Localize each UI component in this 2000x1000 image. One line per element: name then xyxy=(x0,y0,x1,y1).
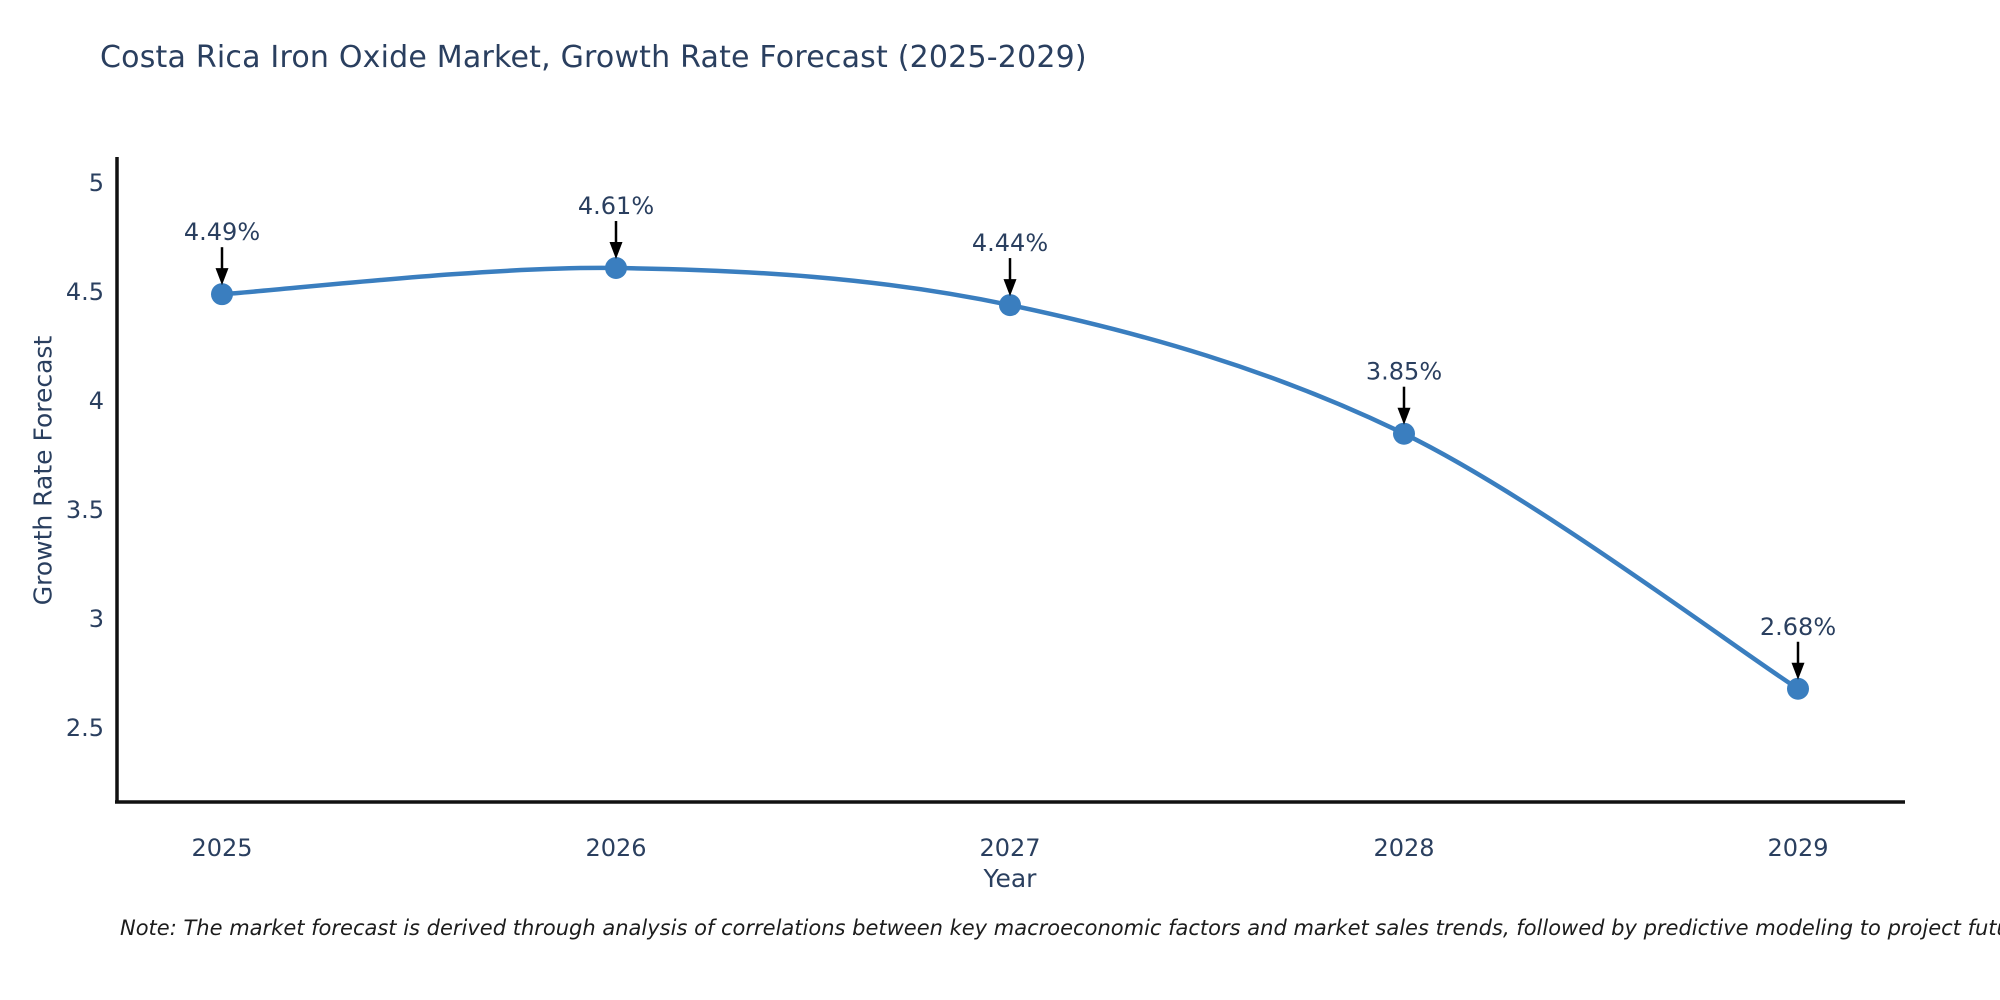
x-tick-label: 2026 xyxy=(585,834,646,862)
data-label: 2.68% xyxy=(1760,613,1836,641)
annotation-arrowhead xyxy=(215,268,229,286)
data-label: 4.61% xyxy=(578,192,654,220)
x-tick-label: 2027 xyxy=(979,834,1040,862)
y-tick-label: 5 xyxy=(89,169,104,197)
x-axis-title: Year xyxy=(983,864,1037,893)
y-tick-label: 4 xyxy=(89,387,104,415)
data-label: 3.85% xyxy=(1366,358,1442,386)
chart-title: Costa Rica Iron Oxide Market, Growth Rat… xyxy=(100,40,1087,75)
y-tick-label: 4.5 xyxy=(66,278,104,306)
x-tick-label: 2025 xyxy=(191,834,252,862)
data-label: 4.44% xyxy=(972,229,1048,257)
data-point-marker xyxy=(1787,677,1809,700)
trend-line xyxy=(221,265,1800,691)
data-point-marker xyxy=(605,257,627,280)
annotation-arrowhead xyxy=(609,242,623,260)
y-tick-label: 3 xyxy=(89,605,104,633)
annotation-arrowhead xyxy=(1397,407,1411,425)
y-tick-label: 3.5 xyxy=(66,496,104,524)
note-text: Note: The market forecast is derived thr… xyxy=(120,916,2000,940)
data-label: 4.49% xyxy=(184,218,260,246)
data-point-marker xyxy=(1393,422,1415,445)
x-tick-label: 2029 xyxy=(1767,834,1828,862)
annotation-arrowhead xyxy=(1791,662,1805,680)
data-point-marker xyxy=(211,283,233,306)
annotation-arrowhead xyxy=(1003,279,1017,297)
y-tick-label: 2.5 xyxy=(66,714,104,742)
data-point-marker xyxy=(999,294,1021,317)
x-tick-label: 2028 xyxy=(1373,834,1434,862)
